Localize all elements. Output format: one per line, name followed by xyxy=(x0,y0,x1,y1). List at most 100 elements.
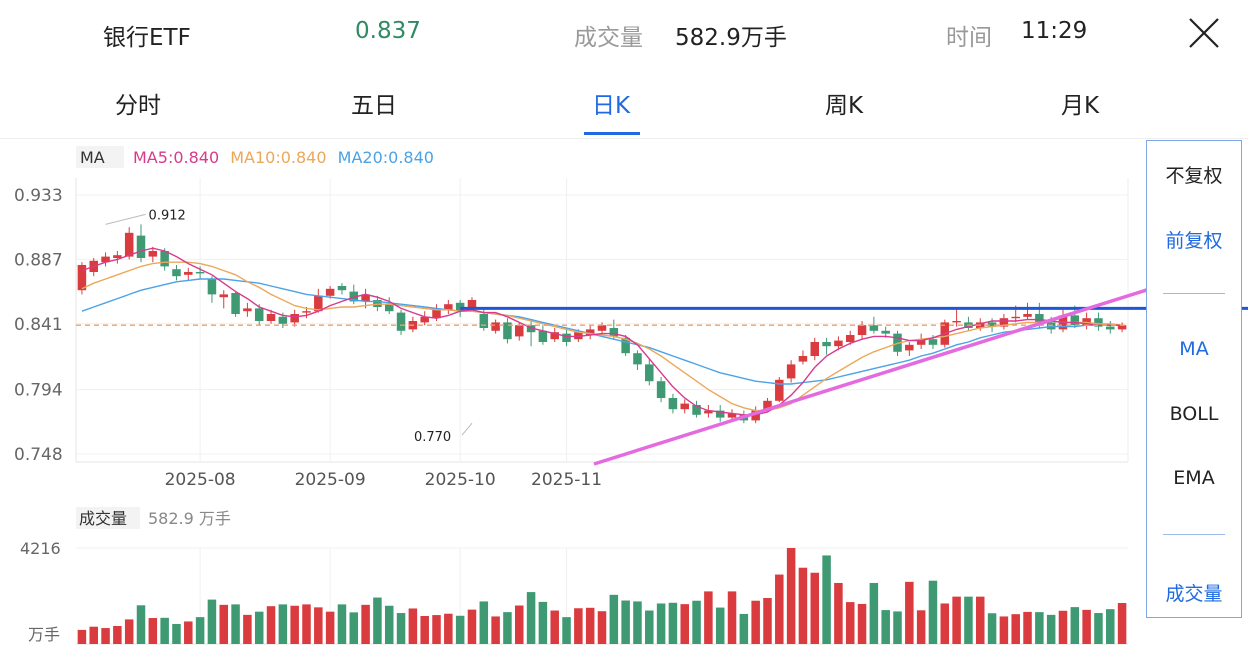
candle-body xyxy=(479,314,489,328)
candle-body xyxy=(455,302,465,312)
option-ema[interactable]: EMA xyxy=(1173,467,1215,489)
candle-body xyxy=(207,279,217,295)
volume-bar xyxy=(680,604,689,644)
volume-bar xyxy=(621,600,630,644)
volume-bar xyxy=(432,615,441,644)
candle-body xyxy=(1094,318,1103,327)
x-tick-label: 2025-11 xyxy=(531,470,602,490)
candle-body xyxy=(219,294,229,298)
volume-bar xyxy=(810,572,820,644)
candle-body xyxy=(562,333,571,342)
candle-body xyxy=(810,342,820,356)
ma20-line xyxy=(81,278,1123,385)
candle-body xyxy=(834,340,843,347)
volume-value: 582.9万手 xyxy=(675,25,787,51)
volume-bar xyxy=(349,612,359,644)
extreme-value-label: 0.770 xyxy=(414,430,451,445)
volume-label: 成交量 xyxy=(574,25,643,51)
volume-bar xyxy=(739,613,749,644)
close-icon[interactable] xyxy=(1186,15,1222,51)
volume-bar xyxy=(633,601,642,644)
indicator-panel: 不复权 前复权 MA BOLL EMA 成交量 xyxy=(1146,140,1242,618)
candle-body xyxy=(999,318,1009,327)
x-tick-label: 2025-09 xyxy=(295,470,366,490)
option-no-adjust[interactable]: 不复权 xyxy=(1165,165,1223,187)
candle-body xyxy=(798,356,808,362)
volume-bar xyxy=(1070,607,1080,644)
ma5-line xyxy=(81,247,1123,416)
candle-body xyxy=(786,364,796,379)
candle-body xyxy=(101,256,110,263)
volume-bar xyxy=(373,597,382,644)
volume-bar xyxy=(975,596,985,644)
option-forward-adjust[interactable]: 前复权 xyxy=(1165,230,1223,252)
candle-body xyxy=(845,335,855,342)
candle-body xyxy=(916,339,926,345)
candle-body xyxy=(1011,316,1020,319)
candle-body xyxy=(1023,314,1032,317)
time-value: 11:29 xyxy=(1021,18,1088,44)
volume-bar xyxy=(763,598,772,644)
volume-bar xyxy=(408,608,418,644)
volume-legend-bg xyxy=(76,507,140,529)
candle-body xyxy=(184,272,193,275)
volume-bar xyxy=(704,591,713,644)
candle-body xyxy=(278,316,288,324)
candle-body xyxy=(763,400,772,410)
x-tick-label: 2025-10 xyxy=(425,470,496,490)
ma-legend-title: MA xyxy=(80,148,105,167)
candle-body xyxy=(857,325,867,335)
annotation-leader xyxy=(105,213,146,225)
ma10-legend: MA10:0.840 xyxy=(230,148,326,167)
volume-bar xyxy=(1011,614,1020,644)
option-volume[interactable]: 成交量 xyxy=(1165,583,1223,605)
volume-bar xyxy=(361,604,370,644)
volume-bar xyxy=(266,606,276,644)
candle-body xyxy=(680,403,689,410)
candle-body xyxy=(314,295,323,312)
candle-body xyxy=(361,294,370,302)
volume-bar xyxy=(940,603,950,644)
volume-bar xyxy=(952,596,961,644)
candle-body xyxy=(515,325,524,337)
option-boll[interactable]: BOLL xyxy=(1169,403,1219,425)
tab-intraday[interactable]: 分时 xyxy=(115,93,161,119)
chart-grid: 0.933 0.887 0.841 0.794 0.748 2025-08 2025-09 2… xyxy=(14,178,1129,645)
ma5-legend: MA5:0.840 xyxy=(133,148,219,167)
drawn-trendline xyxy=(593,263,1227,466)
volume-bar xyxy=(467,609,477,644)
candle-body xyxy=(727,413,737,418)
volume-bar xyxy=(77,629,87,644)
candle-body xyxy=(597,325,607,331)
tab-daily-k[interactable]: 日K xyxy=(592,93,631,119)
candle-body xyxy=(124,232,134,257)
candle-body xyxy=(645,364,654,382)
volume-bar xyxy=(585,607,595,644)
tab-five-day[interactable]: 五日 xyxy=(351,93,397,119)
volume-bar xyxy=(845,602,855,644)
tab-weekly-k[interactable]: 周K xyxy=(825,93,864,119)
active-tab-underline xyxy=(584,132,640,135)
y-tick-label: 0.887 xyxy=(14,250,63,270)
candle-body xyxy=(302,311,311,313)
volume-bar xyxy=(302,604,311,644)
candle-body xyxy=(290,314,299,323)
volume-bar xyxy=(219,604,229,644)
candle-body xyxy=(337,286,347,291)
volume-bar xyxy=(893,611,902,644)
drawing-overlay: 0.912 0.770 xyxy=(76,208,1248,466)
volume-bar xyxy=(597,611,607,644)
candle-body xyxy=(325,288,335,296)
ma-legend-values: MA5:0.840 MA10:0.840 MA20:0.840 xyxy=(133,148,434,167)
volume-bar xyxy=(999,616,1009,644)
volume-bar xyxy=(822,555,831,644)
candle-body xyxy=(538,330,548,342)
volume-bar xyxy=(503,612,512,644)
candle-body xyxy=(148,251,158,257)
candle-body xyxy=(467,300,477,309)
tab-monthly-k[interactable]: 月K xyxy=(1061,93,1100,119)
candle-body xyxy=(715,410,725,418)
option-ma[interactable]: MA xyxy=(1179,338,1209,360)
volume-bar xyxy=(786,548,796,644)
